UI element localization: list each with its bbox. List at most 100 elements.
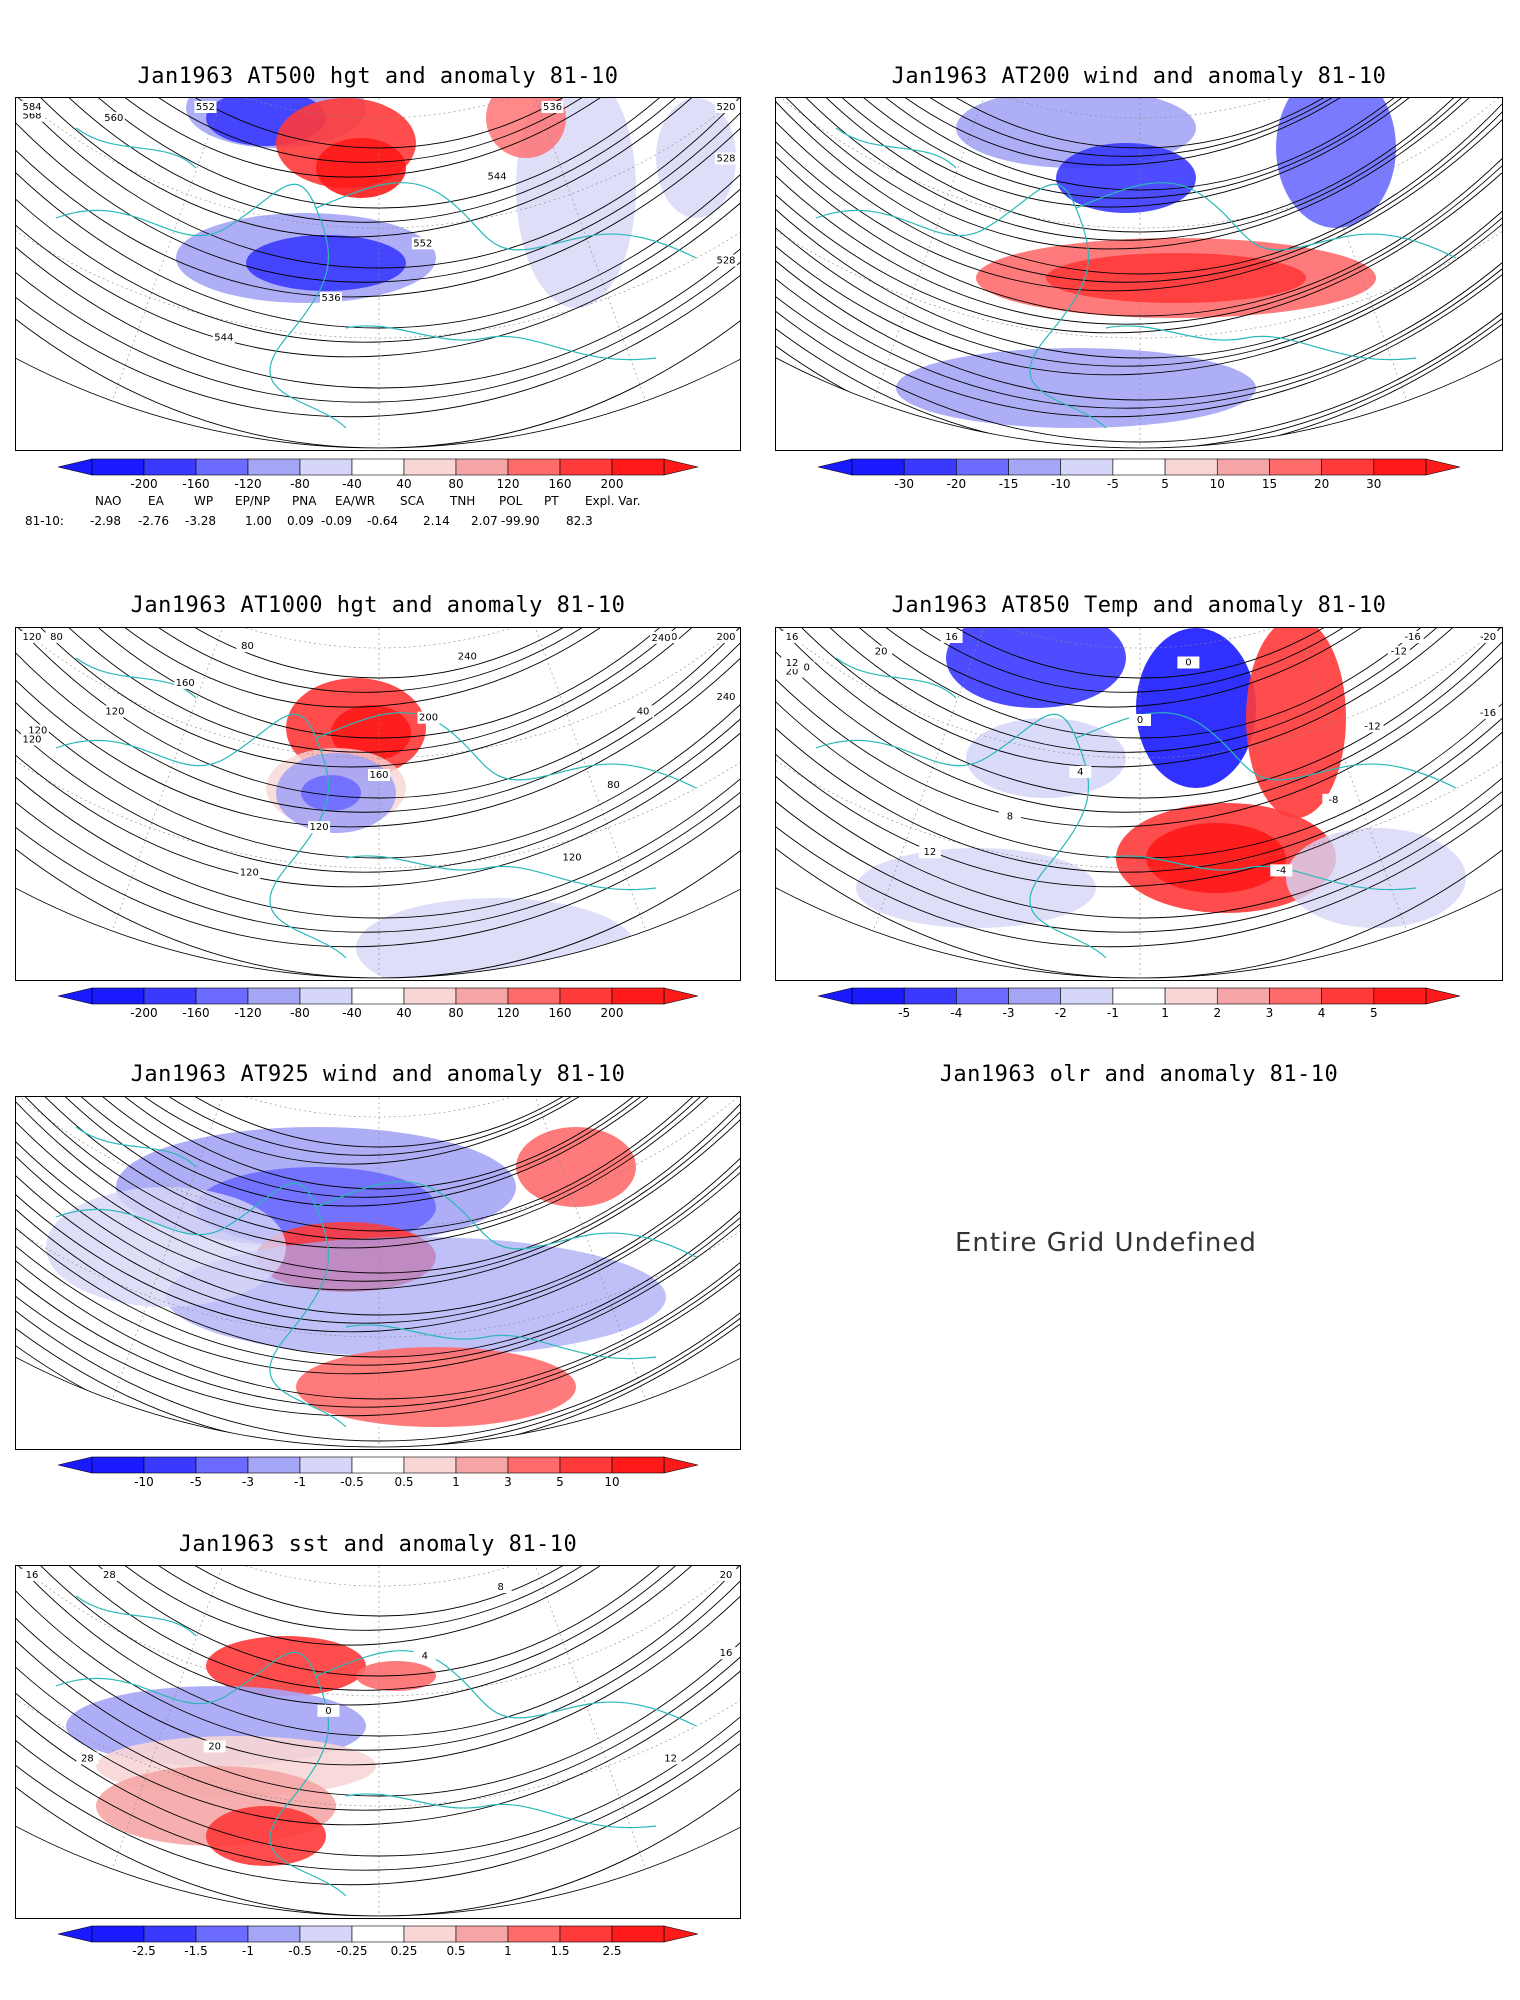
contour-line <box>16 1566 740 1811</box>
colorbar-swatch <box>143 1456 197 1474</box>
contour-label: 200 <box>419 713 438 724</box>
colorbar-swatch <box>851 987 905 1005</box>
streamline <box>16 1097 740 1358</box>
contour-line <box>16 98 740 223</box>
index-value-sca: -0.64 <box>367 514 399 528</box>
index-header-tnh: TNH <box>450 494 476 508</box>
anomaly-shading <box>1286 828 1466 928</box>
contour-label-bg <box>174 676 197 689</box>
map-panel-at850: -28-28-24-20-16-16-12-12-8-4004812162020… <box>775 627 1503 981</box>
anomaly-shading <box>206 1806 326 1866</box>
streamline <box>776 98 1502 233</box>
colorbar-swatch <box>559 987 613 1005</box>
colorbar-tick-label: -10 <box>1050 477 1071 491</box>
contour-label: 80 <box>50 632 63 643</box>
contour-line <box>16 628 740 768</box>
index-value-explvar: 82.3 <box>566 514 593 528</box>
anomaly-shading <box>966 718 1126 798</box>
index-value-pt: -99.90 <box>501 514 540 528</box>
contour-line <box>16 98 740 283</box>
colorbar-swatch <box>1373 458 1427 476</box>
index-header-eawr: EA/WR <box>335 494 376 508</box>
olr-undefined-message: Entire Grid Undefined <box>955 1228 1257 1258</box>
contour-line <box>16 1566 740 1857</box>
streamline <box>16 1097 740 1375</box>
contour-label-bg <box>870 645 893 658</box>
contour-label-bg <box>76 1752 99 1765</box>
colorbar-swatch <box>143 458 197 476</box>
contour-label: 20 <box>720 1570 733 1581</box>
colorbar-tick-label: 5 <box>556 1475 564 1489</box>
colorbar-swatch <box>403 1456 457 1474</box>
colorbar-swatch <box>299 1456 353 1474</box>
colorbar-swatch <box>299 987 353 1005</box>
index-value-pol: 2.07 <box>471 514 498 528</box>
streamline <box>776 98 1502 401</box>
colorbar-tick-label: -160 <box>182 477 210 491</box>
colorbar-swatch <box>91 1925 145 1943</box>
contour-label: 80 <box>241 641 254 652</box>
panel5-title: Jan1963 AT925 wind and anomaly 81-10 <box>130 1062 626 1087</box>
colorbar-tick-label: -1 <box>242 1944 254 1958</box>
colorbar-swatch <box>455 1456 509 1474</box>
contour-label: 16 <box>26 1570 39 1581</box>
contour-line <box>16 628 740 708</box>
contour-line <box>16 1566 740 1706</box>
coastline <box>835 657 957 699</box>
streamline <box>16 1097 740 1232</box>
contour-line <box>16 1566 740 1871</box>
streamline <box>776 98 1502 325</box>
contour-label-bg <box>715 631 737 643</box>
colorbar-at925: -10 -5 -3 -1 -0.5 0.5 1 3 5 10 <box>57 1456 699 1489</box>
contour-label-bg <box>21 1569 43 1581</box>
contour-label-bg <box>1387 645 1410 658</box>
colorbar-tick-label: 40 <box>396 477 412 491</box>
colorbar-at1000: -200 -160 -120 -80 -40 40 80 120 160 200 <box>57 987 699 1020</box>
contour-line <box>16 98 740 149</box>
map-area <box>16 1566 740 1916</box>
contour-label-bg <box>602 779 625 792</box>
colorbar-max-arrow <box>663 1925 699 1943</box>
colorbar-tick-label: 160 <box>548 477 572 491</box>
colorbar-graphic <box>817 987 1461 1005</box>
colorbar-tick-label: -80 <box>290 1006 310 1020</box>
streamline <box>776 98 1502 199</box>
contour-label-bg <box>715 101 737 113</box>
colorbar-tick-label: 5 <box>1161 477 1169 491</box>
colorbar-max-arrow <box>1425 458 1461 476</box>
contour-label: 0 <box>1137 715 1143 726</box>
anomaly-shading <box>356 898 636 978</box>
contour-label-bg <box>1270 864 1293 877</box>
contour-line <box>16 98 740 163</box>
colorbar-min-arrow <box>817 987 853 1005</box>
colorbar-tick-label: 120 <box>496 1006 520 1020</box>
colorbar-tick-label: 200 <box>600 1006 624 1020</box>
colorbar-tick-label: 30 <box>1366 477 1382 491</box>
index-header-explvar: Expl. Var. <box>585 494 641 508</box>
map-at850: -28-28-24-20-16-16-12-12-8-4004812162020… <box>776 628 1502 979</box>
colorbar-swatch <box>195 458 249 476</box>
coastline <box>75 1595 197 1637</box>
coastline <box>345 1793 657 1829</box>
contour-label-bg <box>650 631 673 644</box>
contour-label-bg <box>21 733 43 746</box>
streamline <box>776 98 1502 250</box>
map-panel-at1000: 8016016020024020024040801202402001601201… <box>15 627 741 981</box>
colorbar-graphic <box>57 987 699 1005</box>
contour-label-bg <box>715 152 737 165</box>
coastline <box>315 1181 697 1258</box>
contour-line <box>16 628 740 739</box>
streamline <box>16 1097 740 1148</box>
coastline <box>835 127 957 169</box>
colorbar-swatch <box>1060 458 1114 476</box>
coastline <box>345 1324 657 1360</box>
streamline <box>776 98 1502 157</box>
contour-line <box>16 628 740 859</box>
colorbar-swatch <box>351 1925 405 1943</box>
index-value-pna: 0.09 <box>287 514 314 528</box>
contour-line <box>776 628 1502 888</box>
contour-label-bg <box>320 292 343 305</box>
panel3-title: Jan1963 AT1000 hgt and anomaly 81-10 <box>130 593 626 618</box>
anomaly-shading <box>331 705 411 761</box>
contour-label-bg <box>194 101 217 113</box>
